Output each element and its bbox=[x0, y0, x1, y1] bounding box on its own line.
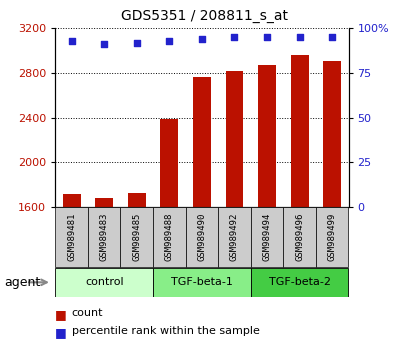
Bar bbox=[55, 268, 153, 297]
Text: GSM989496: GSM989496 bbox=[294, 213, 303, 261]
Bar bbox=[250, 207, 283, 267]
Text: GSM989488: GSM989488 bbox=[164, 213, 173, 261]
Text: GSM989481: GSM989481 bbox=[67, 213, 76, 261]
Text: GSM989499: GSM989499 bbox=[327, 213, 336, 261]
Bar bbox=[88, 207, 120, 267]
Bar bbox=[120, 207, 153, 267]
Point bbox=[68, 38, 75, 44]
Bar bbox=[95, 198, 113, 207]
Bar bbox=[153, 207, 185, 267]
Point bbox=[328, 34, 335, 40]
Text: TGF-beta-2: TGF-beta-2 bbox=[268, 277, 330, 287]
Text: control: control bbox=[85, 277, 123, 287]
Bar bbox=[258, 65, 275, 207]
Text: GDS5351 / 208811_s_at: GDS5351 / 208811_s_at bbox=[121, 9, 288, 23]
Bar bbox=[250, 268, 348, 297]
Text: percentile rank within the sample: percentile rank within the sample bbox=[72, 326, 259, 336]
Bar bbox=[153, 268, 250, 297]
Bar bbox=[290, 55, 308, 207]
Bar bbox=[218, 207, 250, 267]
Bar bbox=[160, 119, 178, 207]
Bar bbox=[322, 61, 340, 207]
Text: GSM989490: GSM989490 bbox=[197, 213, 206, 261]
Text: agent: agent bbox=[4, 276, 40, 289]
Text: ■: ■ bbox=[55, 308, 67, 321]
Text: ■: ■ bbox=[55, 326, 67, 339]
Point bbox=[133, 40, 140, 45]
Bar bbox=[283, 207, 315, 267]
Bar bbox=[128, 193, 145, 207]
Text: GSM989483: GSM989483 bbox=[99, 213, 108, 261]
Text: TGF-beta-1: TGF-beta-1 bbox=[171, 277, 232, 287]
Point bbox=[296, 34, 302, 40]
Point bbox=[198, 36, 204, 42]
Bar bbox=[225, 71, 243, 207]
Bar bbox=[315, 207, 348, 267]
Text: GSM989492: GSM989492 bbox=[229, 213, 238, 261]
Bar bbox=[193, 78, 210, 207]
Bar bbox=[185, 207, 218, 267]
Point bbox=[166, 38, 172, 44]
Point bbox=[101, 41, 107, 47]
Text: GSM989494: GSM989494 bbox=[262, 213, 271, 261]
Bar bbox=[63, 194, 81, 207]
Text: count: count bbox=[72, 308, 103, 318]
Point bbox=[231, 34, 237, 40]
Point bbox=[263, 34, 270, 40]
Bar bbox=[55, 207, 88, 267]
Text: GSM989485: GSM989485 bbox=[132, 213, 141, 261]
